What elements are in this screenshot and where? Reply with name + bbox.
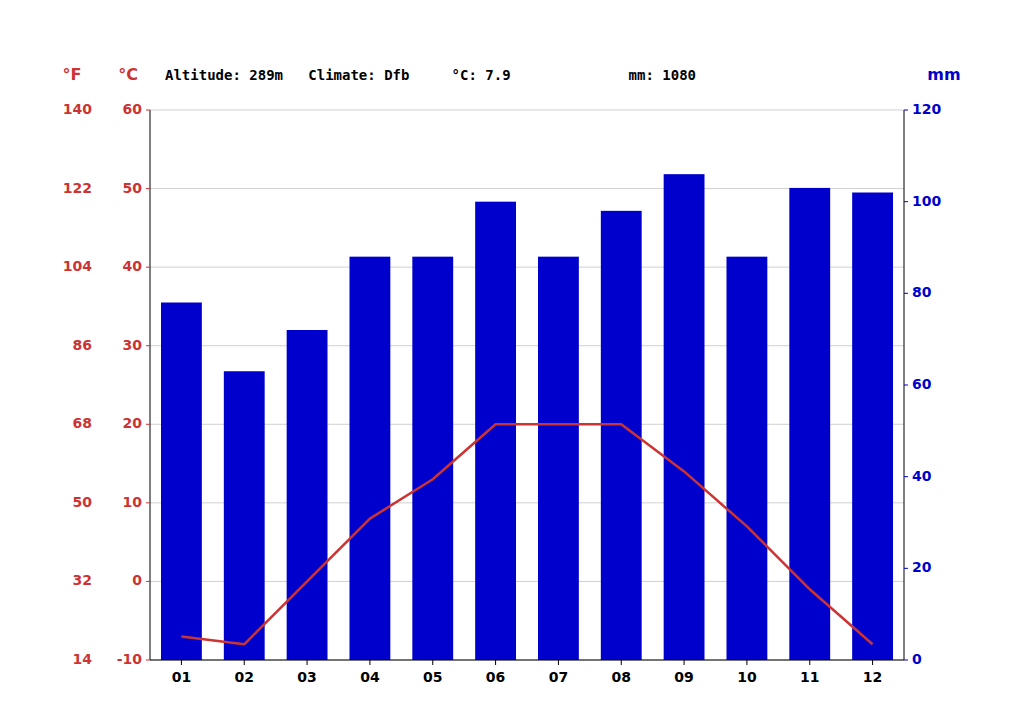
x-tick-label: 04: [360, 669, 380, 685]
y2-tick-label: 40: [912, 468, 932, 484]
x-tick: [181, 660, 182, 665]
background: [0, 0, 1024, 728]
y-tick: [146, 502, 150, 503]
y-tick-label: 40: [123, 258, 143, 274]
y-tick-label: 30: [123, 337, 143, 353]
x-tick: [369, 660, 370, 665]
y2-tick: [904, 110, 908, 111]
bottom-axis-line: [150, 660, 904, 661]
y-tick: [146, 110, 150, 111]
y3-tick-label: 50: [73, 494, 93, 510]
grid: [150, 110, 904, 660]
y-tick-label: 50: [123, 180, 143, 196]
y2-tick-label: 60: [912, 376, 932, 392]
x-tick: [746, 660, 747, 665]
precipitation-bar: [287, 330, 328, 660]
y3-tick-label: 104: [63, 258, 92, 274]
precipitation-bar: [726, 257, 767, 660]
y3-tick-label: 32: [73, 572, 92, 588]
y3-tick-label: 122: [63, 180, 92, 196]
x-tick-label: 07: [549, 669, 568, 685]
y2-tick-label: 120: [912, 101, 941, 117]
x-tick-label: 12: [863, 669, 882, 685]
y-axis-label: °C: [118, 65, 138, 84]
precipitation-bar: [538, 257, 579, 660]
temperature-line: [181, 424, 872, 644]
x-tick: [809, 660, 810, 665]
y2-axis-label: mm: [927, 65, 960, 84]
x-tick-label: 08: [612, 669, 631, 685]
y2-tick: [904, 293, 908, 294]
title: Altitude: 289m Climate: Dfb °C: 7.9 mm: …: [165, 67, 696, 83]
y3-tick-label: 14: [73, 651, 93, 667]
x-tick: [495, 660, 496, 665]
y3-tick-label: 86: [73, 337, 92, 353]
x-tick-label: 05: [423, 669, 442, 685]
precipitation-bar: [161, 303, 202, 661]
precipitation-bar: [664, 174, 705, 660]
x-tick: [872, 660, 873, 665]
y2-tick-label: 20: [912, 559, 932, 575]
y-tick-label: 60: [123, 101, 143, 117]
y2-tick-label: 0: [912, 651, 922, 667]
y-tick: [146, 188, 150, 189]
y-tick: [146, 660, 150, 661]
y-tick-label: 20: [123, 415, 143, 431]
x-tick-label: 01: [172, 669, 191, 685]
x-tick-label: 02: [235, 669, 254, 685]
y2-tick: [904, 385, 908, 386]
x-tick: [432, 660, 433, 665]
x-tick: [621, 660, 622, 665]
y3-tick-label: 140: [63, 101, 92, 117]
precipitation-bar: [412, 257, 453, 660]
y2-tick: [904, 476, 908, 477]
x-tick-label: 06: [486, 669, 505, 685]
axes: [146, 110, 908, 665]
y2-tick-label: 100: [912, 193, 941, 209]
y2-tick: [904, 660, 908, 661]
precipitation-bar: [475, 202, 516, 660]
precipitation-bar: [852, 193, 893, 661]
x-tick-label: 10: [737, 669, 757, 685]
grid-line: [150, 110, 904, 111]
precipitation-bar: [349, 257, 390, 660]
y-tick: [146, 581, 150, 582]
x-tick: [307, 660, 308, 665]
y3-tick-label: 68: [73, 415, 92, 431]
y-tick: [146, 424, 150, 425]
y-tick-label: -10: [117, 651, 143, 667]
plot-data: [161, 174, 893, 660]
x-tick-label: 03: [297, 669, 316, 685]
y-tick: [146, 345, 150, 346]
x-tick: [558, 660, 559, 665]
grid-line: [150, 660, 904, 661]
chart: -100102030405060143250688610412214002040…: [0, 0, 1024, 728]
x-tick-label: 09: [674, 669, 693, 685]
y-tick: [146, 267, 150, 268]
y-tick-label: 10: [123, 494, 143, 510]
y3-axis-label: °F: [63, 65, 82, 84]
x-tick-label: 11: [800, 669, 819, 685]
y-tick-label: 0: [132, 572, 142, 588]
x-tick: [684, 660, 685, 665]
left-axis-line: [150, 110, 151, 660]
x-tick: [244, 660, 245, 665]
y2-tick: [904, 568, 908, 569]
y2-tick: [904, 201, 908, 202]
y2-tick-label: 80: [912, 284, 932, 300]
precipitation-bar: [224, 371, 265, 660]
